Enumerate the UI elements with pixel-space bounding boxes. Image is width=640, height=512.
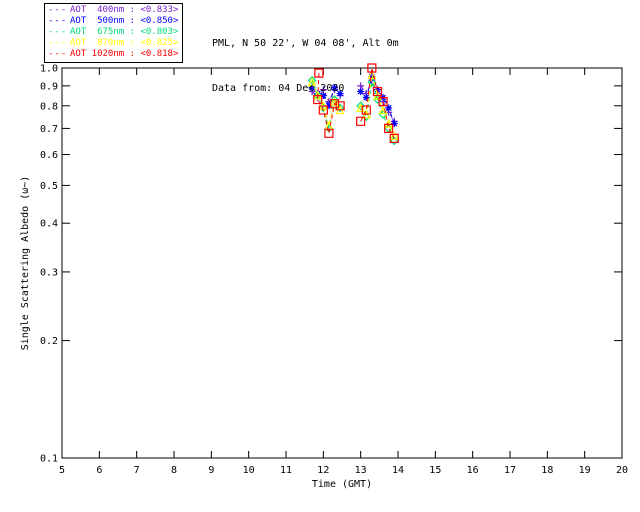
x-tick-label: 11 <box>280 465 292 476</box>
data-point-1020nm-square-icon <box>314 68 324 78</box>
data-point-500nm-asterisk-icon <box>314 90 322 98</box>
y-tick-label: 0.8 <box>40 101 58 112</box>
legend-line-sample-icon: --- <box>48 27 68 37</box>
x-tick-label: 13 <box>355 465 367 476</box>
data-point-1020nm-square-icon <box>367 63 377 73</box>
data-point-1020nm-square-icon <box>361 105 371 115</box>
data-point-500nm-asterisk-icon <box>390 120 398 128</box>
y-tick-label: 1.0 <box>40 64 58 75</box>
data-point-1020nm-square-icon <box>372 86 383 97</box>
data-point-1020nm-square-icon <box>329 99 340 109</box>
legend-item-label: AOT 675nm : <0.803> <box>70 27 179 37</box>
y-tick-label: 0.5 <box>40 181 58 192</box>
data-point-1020nm-square-icon <box>318 105 328 115</box>
legend-item: --- AOT 870nm : <0.825> <box>48 38 178 49</box>
x-tick-label: 14 <box>392 465 404 476</box>
legend-item-label: AOT 400nm : <0.833> <box>70 5 179 15</box>
x-tick-label: 12 <box>317 465 329 476</box>
y-axis-title: Single Scattering Albedo (ω~) <box>20 176 31 351</box>
x-tick-label: 18 <box>541 465 553 476</box>
y-tick-label: 0.3 <box>40 267 58 278</box>
data-point-1020nm-square-icon <box>335 101 345 111</box>
site-header: PML, N 50 22', W 04 08', Alt 0m Data fro… <box>212 6 399 126</box>
plot-frame <box>61 67 623 459</box>
legend-line-sample-icon: --- <box>48 5 68 15</box>
data-point-870nm-triangle-icon <box>384 118 394 128</box>
data-point-500nm-asterisk-icon <box>385 104 393 112</box>
y-tick-label: 0.4 <box>40 219 58 230</box>
x-tick-label: 17 <box>504 465 516 476</box>
legend-line-sample-icon: --- <box>48 16 68 26</box>
x-tick-label: 15 <box>429 465 441 476</box>
x-tick-label: 10 <box>243 465 255 476</box>
data-point-400nm-plus-icon <box>319 86 327 94</box>
legend-item-label: AOT 1020nm : <0.818> <box>70 49 179 59</box>
data-point-500nm-asterisk-icon <box>319 92 327 100</box>
legend-item: --- AOT 400nm : <0.833> <box>48 5 178 16</box>
y-tick-label: 0.2 <box>40 336 58 347</box>
data-point-870nm-triangle-icon <box>367 70 377 80</box>
x-tick-label: 9 <box>208 465 214 476</box>
legend-item: --- AOT 500nm : <0.850> <box>48 16 178 27</box>
y-tick-label: 0.9 <box>40 81 58 92</box>
data-point-675nm-diamond-icon <box>356 101 366 111</box>
x-tick-label: 16 <box>467 465 479 476</box>
data-date-line: Data from: 04 Dec 2020 <box>212 83 345 94</box>
legend-item: --- AOT 675nm : <0.803> <box>48 27 178 38</box>
data-point-500nm-asterisk-icon <box>325 102 333 110</box>
data-point-500nm-asterisk-icon <box>308 84 316 92</box>
data-point-500nm-asterisk-icon <box>357 88 365 96</box>
series-line-870nm <box>311 81 341 127</box>
y-tick-label: 0.1 <box>40 454 58 465</box>
data-point-1020nm-square-icon <box>356 116 366 126</box>
legend-box: --- AOT 400nm : <0.833> --- AOT 500nm : <0.… <box>44 3 184 63</box>
data-point-500nm-asterisk-icon <box>336 90 344 98</box>
data-point-500nm-asterisk-icon <box>331 84 339 92</box>
data-point-675nm-diamond-icon <box>367 77 377 87</box>
data-point-1020nm-square-icon <box>389 133 399 143</box>
site-location-line: PML, N 50 22', W 04 08', Alt 0m <box>212 38 399 49</box>
x-tick-label: 19 <box>579 465 591 476</box>
x-tick-label: 20 <box>616 465 628 476</box>
legend-line-sample-icon: --- <box>48 38 68 48</box>
data-point-500nm-asterisk-icon <box>368 73 376 81</box>
data-point-1020nm-square-icon <box>324 128 334 138</box>
data-point-1020nm-square-icon <box>378 97 388 107</box>
legend-item-label: AOT 500nm : <0.850> <box>70 16 179 26</box>
x-tick-label: 8 <box>171 465 177 476</box>
x-tick-label: 5 <box>59 465 65 476</box>
legend-line-sample-icon: --- <box>48 49 68 59</box>
series-line-1020nm <box>360 67 395 139</box>
data-point-675nm-diamond-icon <box>373 95 382 104</box>
legend-item: --- AOT 1020nm : <0.818> <box>48 49 178 60</box>
data-point-675nm-diamond-icon <box>307 75 317 85</box>
x-tick-label: 7 <box>134 465 140 476</box>
y-tick-label: 0.6 <box>40 150 58 161</box>
data-point-500nm-asterisk-icon <box>362 94 370 102</box>
x-axis-title: Time (GMT) <box>312 479 372 490</box>
legend-item-label: AOT 870nm : <0.825> <box>70 38 179 48</box>
y-tick-label: 0.7 <box>40 124 58 135</box>
data-point-870nm-triangle-icon <box>307 77 317 87</box>
x-tick-label: 6 <box>96 465 102 476</box>
data-point-1020nm-square-icon <box>313 94 323 105</box>
data-point-1020nm-square-icon <box>384 123 394 134</box>
